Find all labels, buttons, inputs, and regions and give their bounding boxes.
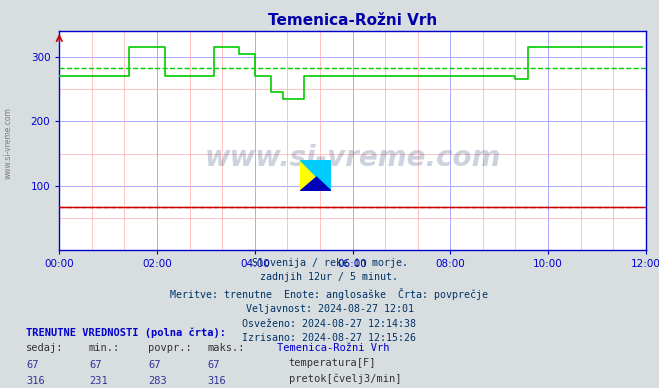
Text: 316: 316 <box>208 376 226 386</box>
Title: Temenica-Rožni Vrh: Temenica-Rožni Vrh <box>268 14 437 28</box>
Text: 67: 67 <box>89 360 101 370</box>
Text: 316: 316 <box>26 376 45 386</box>
Text: 67: 67 <box>208 360 220 370</box>
Text: 231: 231 <box>89 376 107 386</box>
Text: TRENUTNE VREDNOSTI (polna črta):: TRENUTNE VREDNOSTI (polna črta): <box>26 328 226 338</box>
Polygon shape <box>300 160 331 191</box>
Text: www.si-vreme.com: www.si-vreme.com <box>204 144 501 172</box>
Text: sedaj:: sedaj: <box>26 343 64 353</box>
Text: Slovenija / reke in morje.
zadnjih 12ur / 5 minut.
Meritve: trenutne  Enote: ang: Slovenija / reke in morje. zadnjih 12ur … <box>171 258 488 343</box>
Text: pretok[čvelj3/min]: pretok[čvelj3/min] <box>289 374 401 384</box>
Text: 67: 67 <box>26 360 39 370</box>
Text: 283: 283 <box>148 376 167 386</box>
Polygon shape <box>300 177 331 191</box>
Text: povpr.:: povpr.: <box>148 343 192 353</box>
Text: www.si-vreme.com: www.si-vreme.com <box>3 107 13 180</box>
Polygon shape <box>300 160 331 191</box>
Text: temperatura[F]: temperatura[F] <box>289 358 376 368</box>
Text: 67: 67 <box>148 360 161 370</box>
Text: maks.:: maks.: <box>208 343 245 353</box>
Text: min.:: min.: <box>89 343 120 353</box>
Text: Temenica-Rožni Vrh: Temenica-Rožni Vrh <box>277 343 389 353</box>
